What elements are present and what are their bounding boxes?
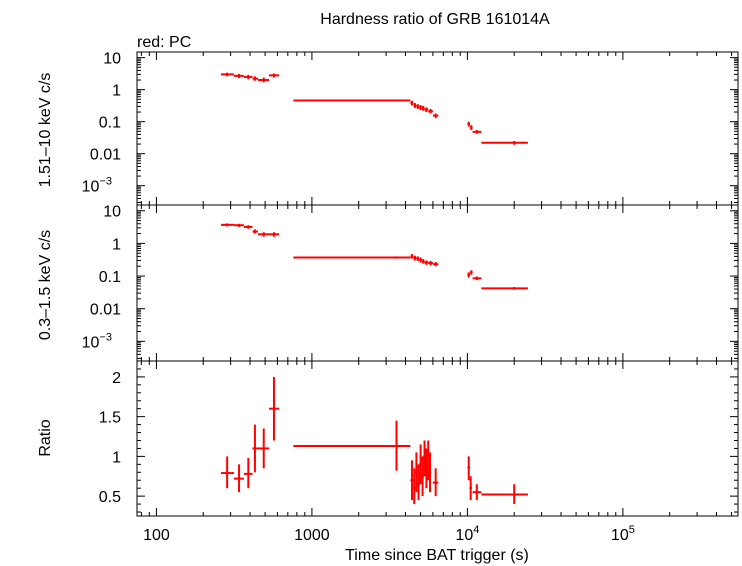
x-axis-label: Time since BAT trigger (s)	[345, 547, 529, 564]
data-point	[257, 232, 270, 237]
data-point	[233, 464, 244, 493]
y-tick-label: 1	[112, 236, 121, 253]
data-point	[472, 129, 482, 134]
data-point	[421, 105, 425, 111]
data-point	[233, 223, 244, 227]
data-point	[412, 468, 416, 505]
data-point	[425, 448, 428, 489]
data-point	[269, 232, 280, 237]
data-point	[269, 73, 280, 78]
data-point	[472, 276, 482, 281]
panel-top-ticks	[137, 52, 738, 205]
data-point	[432, 468, 439, 497]
y-tick-label: 10	[103, 51, 121, 68]
data-point	[293, 420, 411, 471]
data-point	[413, 255, 417, 261]
panel-bottom-tick-labels: 2 1.5 1 0.5	[99, 370, 121, 506]
data-point	[421, 456, 424, 497]
x-tick-labels: 100 1000 104 105	[143, 524, 635, 544]
data-point	[424, 107, 429, 113]
data-point	[243, 74, 253, 80]
legend-note: red: PC	[137, 34, 191, 51]
data-point	[416, 104, 420, 109]
data-point	[424, 260, 429, 265]
data-point	[269, 376, 280, 441]
panel-middle-points	[220, 223, 528, 290]
data-point	[243, 457, 253, 489]
data-point	[432, 261, 439, 267]
data-point	[257, 428, 270, 469]
x-tick-label: 104	[455, 524, 479, 544]
ylabel-bottom: Ratio	[37, 419, 54, 456]
data-point	[419, 105, 422, 111]
data-point	[421, 259, 425, 264]
data-point	[428, 260, 433, 266]
y-tick-label: 10	[103, 204, 121, 221]
data-point	[410, 460, 414, 501]
data-point	[481, 287, 528, 290]
data-point	[410, 100, 414, 106]
data-point	[413, 103, 417, 108]
y-tick-label: 10−3	[82, 176, 112, 196]
panel-middle-tick-labels: 10 1 0.1 0.01 10−3	[82, 204, 121, 352]
y-tick-label: 0.1	[99, 269, 121, 286]
data-point	[293, 99, 411, 102]
data-point	[481, 484, 528, 505]
panel-top-points	[220, 72, 528, 145]
y-tick-label: 0.01	[90, 147, 121, 164]
data-point	[252, 76, 258, 81]
data-point	[252, 229, 258, 234]
data-point	[410, 254, 414, 259]
data-point	[257, 77, 270, 83]
data-point	[220, 72, 234, 77]
ylabel-middle: 0.3–1.5 keV c/s	[37, 230, 54, 340]
panel-middle-ticks	[137, 205, 738, 361]
ylabel-top: 1.51–10 keV c/s	[37, 73, 54, 188]
data-point	[470, 270, 473, 275]
data-point	[414, 452, 418, 493]
y-tick-label: 0.1	[99, 115, 121, 132]
data-point	[467, 456, 471, 481]
data-point	[220, 456, 234, 489]
y-tick-label: 10−3	[82, 331, 112, 351]
data-point	[469, 476, 472, 501]
data-point	[220, 223, 234, 227]
y-tick-label: 1.5	[99, 410, 121, 427]
y-tick-label: 1	[112, 83, 121, 100]
panel-bottom-frame	[136, 360, 739, 517]
chart-title: Hardness ratio of GRB 161014A	[320, 11, 550, 28]
x-tick-label: 105	[611, 524, 635, 544]
y-tick-label: 2	[112, 370, 121, 387]
data-point	[481, 140, 528, 145]
panel-bottom: 2 1.5 1 0.5	[99, 360, 739, 517]
data-point	[243, 225, 253, 229]
y-tick-label: 1	[112, 449, 121, 466]
data-point	[467, 272, 471, 278]
data-point	[252, 424, 258, 473]
data-point	[432, 113, 439, 119]
data-point	[472, 484, 482, 501]
panel-top: 10 1 0.1 0.01 10−3	[82, 51, 739, 206]
panel-bottom-ticks	[137, 361, 738, 516]
panel-top-tick-labels: 10 1 0.1 0.01 10−3	[82, 51, 121, 196]
data-point	[419, 444, 422, 485]
panel-bottom-points	[220, 376, 528, 505]
y-tick-label: 0.01	[90, 302, 121, 319]
data-point	[293, 256, 411, 259]
data-point	[470, 125, 473, 130]
data-point	[233, 73, 244, 79]
x-tick-label: 1000	[294, 527, 330, 544]
y-tick-label: 0.5	[99, 489, 121, 506]
x-tick-label: 100	[143, 527, 170, 544]
data-point	[467, 121, 471, 127]
data-point	[428, 108, 433, 114]
data-point	[417, 464, 420, 501]
data-point	[423, 440, 426, 477]
data-point	[419, 257, 422, 263]
data-point	[416, 256, 420, 261]
data-point	[428, 452, 432, 493]
